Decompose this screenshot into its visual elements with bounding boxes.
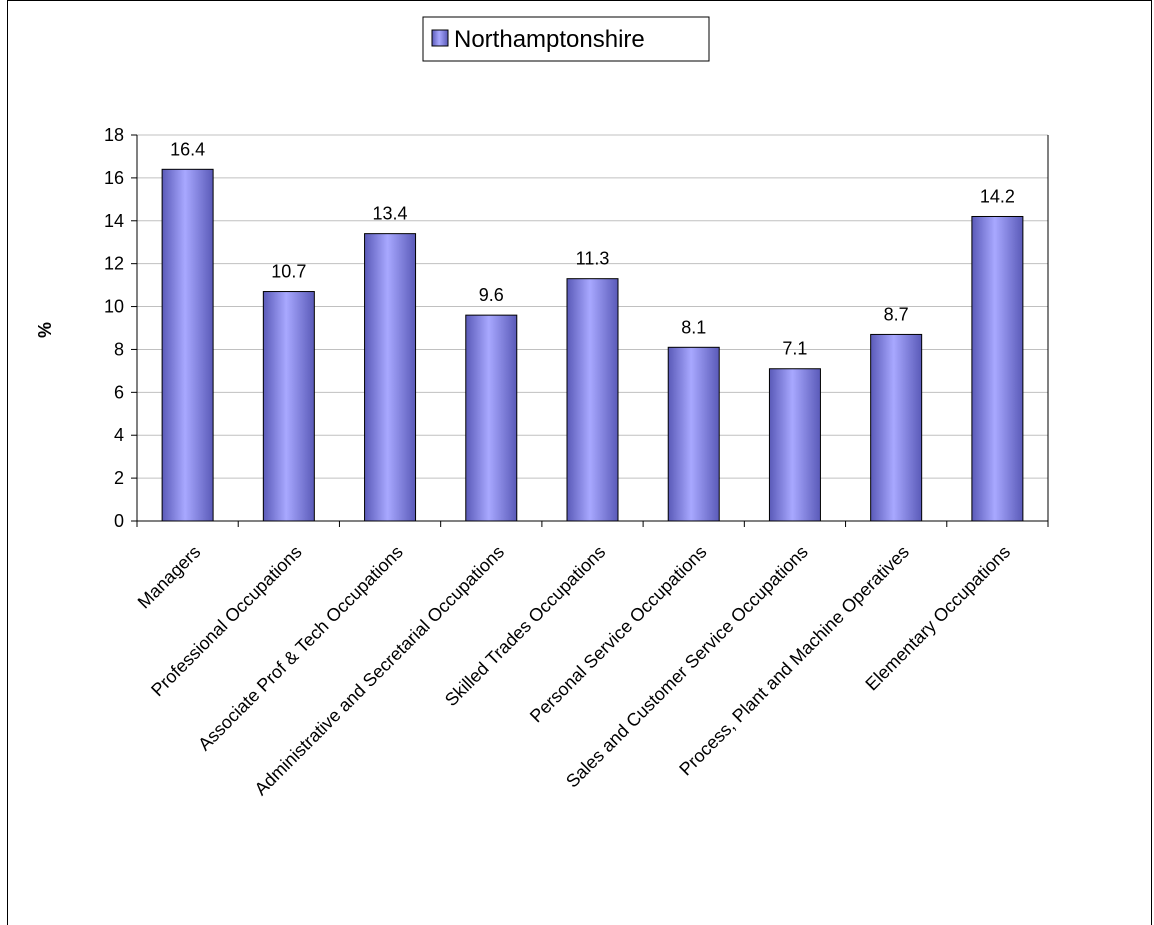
bars <box>161 168 1024 522</box>
y-axis-label: % <box>35 322 55 338</box>
category-label: Process, Plant and Machine Operatives <box>675 542 913 780</box>
y-tick-label: 18 <box>104 125 124 145</box>
data-label: 8.7 <box>884 304 909 324</box>
y-tick-label: 10 <box>104 297 124 317</box>
y-tick-label: 2 <box>114 468 124 488</box>
y-tick-label: 14 <box>104 211 124 231</box>
legend-box <box>422 16 710 62</box>
data-label: 11.3 <box>576 249 610 269</box>
y-tick-label: 6 <box>114 382 124 402</box>
data-label: 14.2 <box>980 186 1015 206</box>
y-tick-label: 16 <box>104 168 124 188</box>
category-label: Skilled Trades Occupations <box>441 542 609 710</box>
legend: Northamptonshire <box>422 16 710 62</box>
bar <box>870 333 923 522</box>
data-label: 8.1 <box>681 317 706 337</box>
category-label: Managers <box>134 542 205 613</box>
category-label: Personal Service Occupations <box>526 542 711 727</box>
bar <box>768 368 821 522</box>
y-tick-label: 0 <box>114 511 124 531</box>
data-label: 9.6 <box>479 285 504 305</box>
y-tick-label: 4 <box>114 425 124 445</box>
bar <box>971 215 1024 522</box>
y-tick-labels: 0 2 4 6 8 10 12 14 16 18 <box>104 125 124 531</box>
bar <box>364 233 417 522</box>
bar <box>566 278 619 522</box>
chart-frame <box>7 0 1152 925</box>
legend-label: Northamptonshire <box>454 26 645 53</box>
data-label: 13.4 <box>373 204 408 224</box>
data-labels: 16.4 10.7 13.4 9.6 11.3 8.1 7.1 8.7 14.2 <box>170 139 1015 358</box>
data-label: 7.1 <box>782 339 807 359</box>
bar <box>262 291 315 522</box>
legend-swatch <box>431 29 449 47</box>
bar <box>465 314 518 522</box>
data-label: 16.4 <box>170 139 205 159</box>
category-label: Associate Prof & Tech Occupations <box>194 542 407 755</box>
y-tick-label: 12 <box>104 254 124 274</box>
bar <box>667 346 720 522</box>
data-label: 10.7 <box>271 262 306 282</box>
bar <box>161 168 214 522</box>
y-tick-label: 8 <box>114 339 124 359</box>
